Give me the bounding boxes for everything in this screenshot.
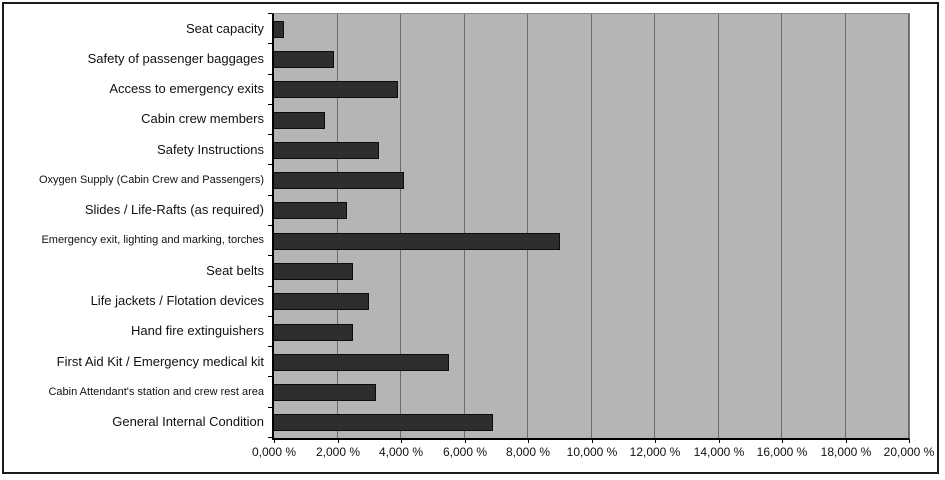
bar-access-to-emergency-exits [274, 81, 398, 99]
x-tick-label: 8,000 % [505, 445, 551, 459]
gridline [654, 14, 655, 438]
x-axis-tick [274, 439, 275, 443]
x-tick-label: 0,000 % [251, 445, 297, 459]
x-axis-tick [465, 439, 466, 443]
y-axis-tick [268, 74, 272, 75]
category-label: Emergency exit, lighting and marking, to… [41, 234, 264, 247]
x-tick-label: 16,000 % [756, 445, 808, 459]
x-tick-label: 20,000 % [883, 445, 935, 459]
x-axis-tick [782, 439, 783, 443]
category-label: Life jackets / Flotation devices [90, 293, 264, 309]
category-label: Safety of passenger baggages [87, 50, 264, 66]
gridline [463, 14, 465, 438]
y-axis-tick [268, 407, 272, 408]
x-tick-label: 4,000 % [378, 445, 424, 459]
category-label: Oxygen Supply (Cabin Crew and Passengers… [38, 173, 264, 186]
category-label: Slides / Life-Rafts (as required) [84, 202, 264, 218]
category-label: Seat belts [206, 262, 264, 278]
bar-first-aid-kit-emergency-medical-kit [274, 353, 449, 371]
y-axis-tick [268, 134, 272, 135]
y-axis-tick [268, 286, 272, 287]
x-axis-tick [338, 439, 339, 443]
gridline [844, 14, 846, 438]
bar-life-jackets-flotation-devices [274, 293, 370, 311]
x-axis-tick [909, 439, 910, 443]
y-axis-tick [268, 346, 272, 347]
y-axis-tick [268, 43, 272, 44]
bar-general-internal-condition [274, 414, 494, 432]
x-axis-tick [401, 439, 402, 443]
x-axis-tick [846, 439, 847, 443]
y-axis-tick [268, 255, 272, 256]
gridline [336, 14, 338, 438]
x-tick-label: 2,000 % [315, 445, 361, 459]
y-axis-tick [268, 13, 272, 14]
x-axis-tick [528, 439, 529, 443]
x-axis-tick [719, 439, 720, 443]
category-label: First Aid Kit / Emergency medical kit [56, 353, 264, 369]
y-axis-tick [268, 437, 272, 438]
bar-emergency-exit-lighting-and-marking-torches [274, 232, 560, 250]
gridline [400, 14, 401, 438]
category-label: General Internal Condition [112, 414, 264, 430]
bar-hand-fire-extinguishers [274, 323, 354, 341]
x-axis-tick [655, 439, 656, 443]
bar-cabin-attendant-s-station-and-crew-rest-area [274, 384, 376, 402]
chart-frame: Seat capacity Safety of passenger baggage… [2, 2, 939, 474]
gridline [781, 14, 782, 438]
category-label: Hand fire extinguishers [131, 323, 264, 339]
y-axis-tick [268, 195, 272, 196]
category-label: Access to emergency exits [109, 81, 264, 97]
category-label: Safety Instructions [157, 141, 264, 157]
bar-seat-capacity [274, 20, 284, 38]
y-axis-tick [268, 104, 272, 105]
gridline [527, 14, 528, 438]
gridline [590, 14, 592, 438]
plot-area [272, 13, 910, 440]
category-label: Seat capacity [185, 20, 264, 36]
bar-safety-of-passenger-baggages [274, 50, 335, 68]
bar-safety-instructions [274, 141, 379, 159]
category-label: Cabin Attendant's station and crew rest … [48, 385, 264, 398]
category-label: Cabin crew members [141, 111, 264, 127]
x-tick-label: 12,000 % [629, 445, 681, 459]
y-axis-tick [268, 164, 272, 165]
x-tick-label: 14,000 % [693, 445, 745, 459]
y-axis-tick [268, 225, 272, 226]
x-tick-label: 10,000 % [566, 445, 618, 459]
x-tick-label: 6,000 % [442, 445, 488, 459]
bar-cabin-crew-members [274, 111, 325, 129]
x-tick-label: 18,000 % [820, 445, 872, 459]
x-axis-tick [592, 439, 593, 443]
gridline [908, 14, 909, 438]
bar-slides-life-rafts-as-required [274, 202, 348, 220]
y-axis-tick [268, 376, 272, 377]
bar-seat-belts [274, 262, 354, 280]
y-axis-tick [268, 316, 272, 317]
gridline [717, 14, 719, 438]
bar-oxygen-supply-cabin-crew-and-passengers [274, 172, 405, 190]
